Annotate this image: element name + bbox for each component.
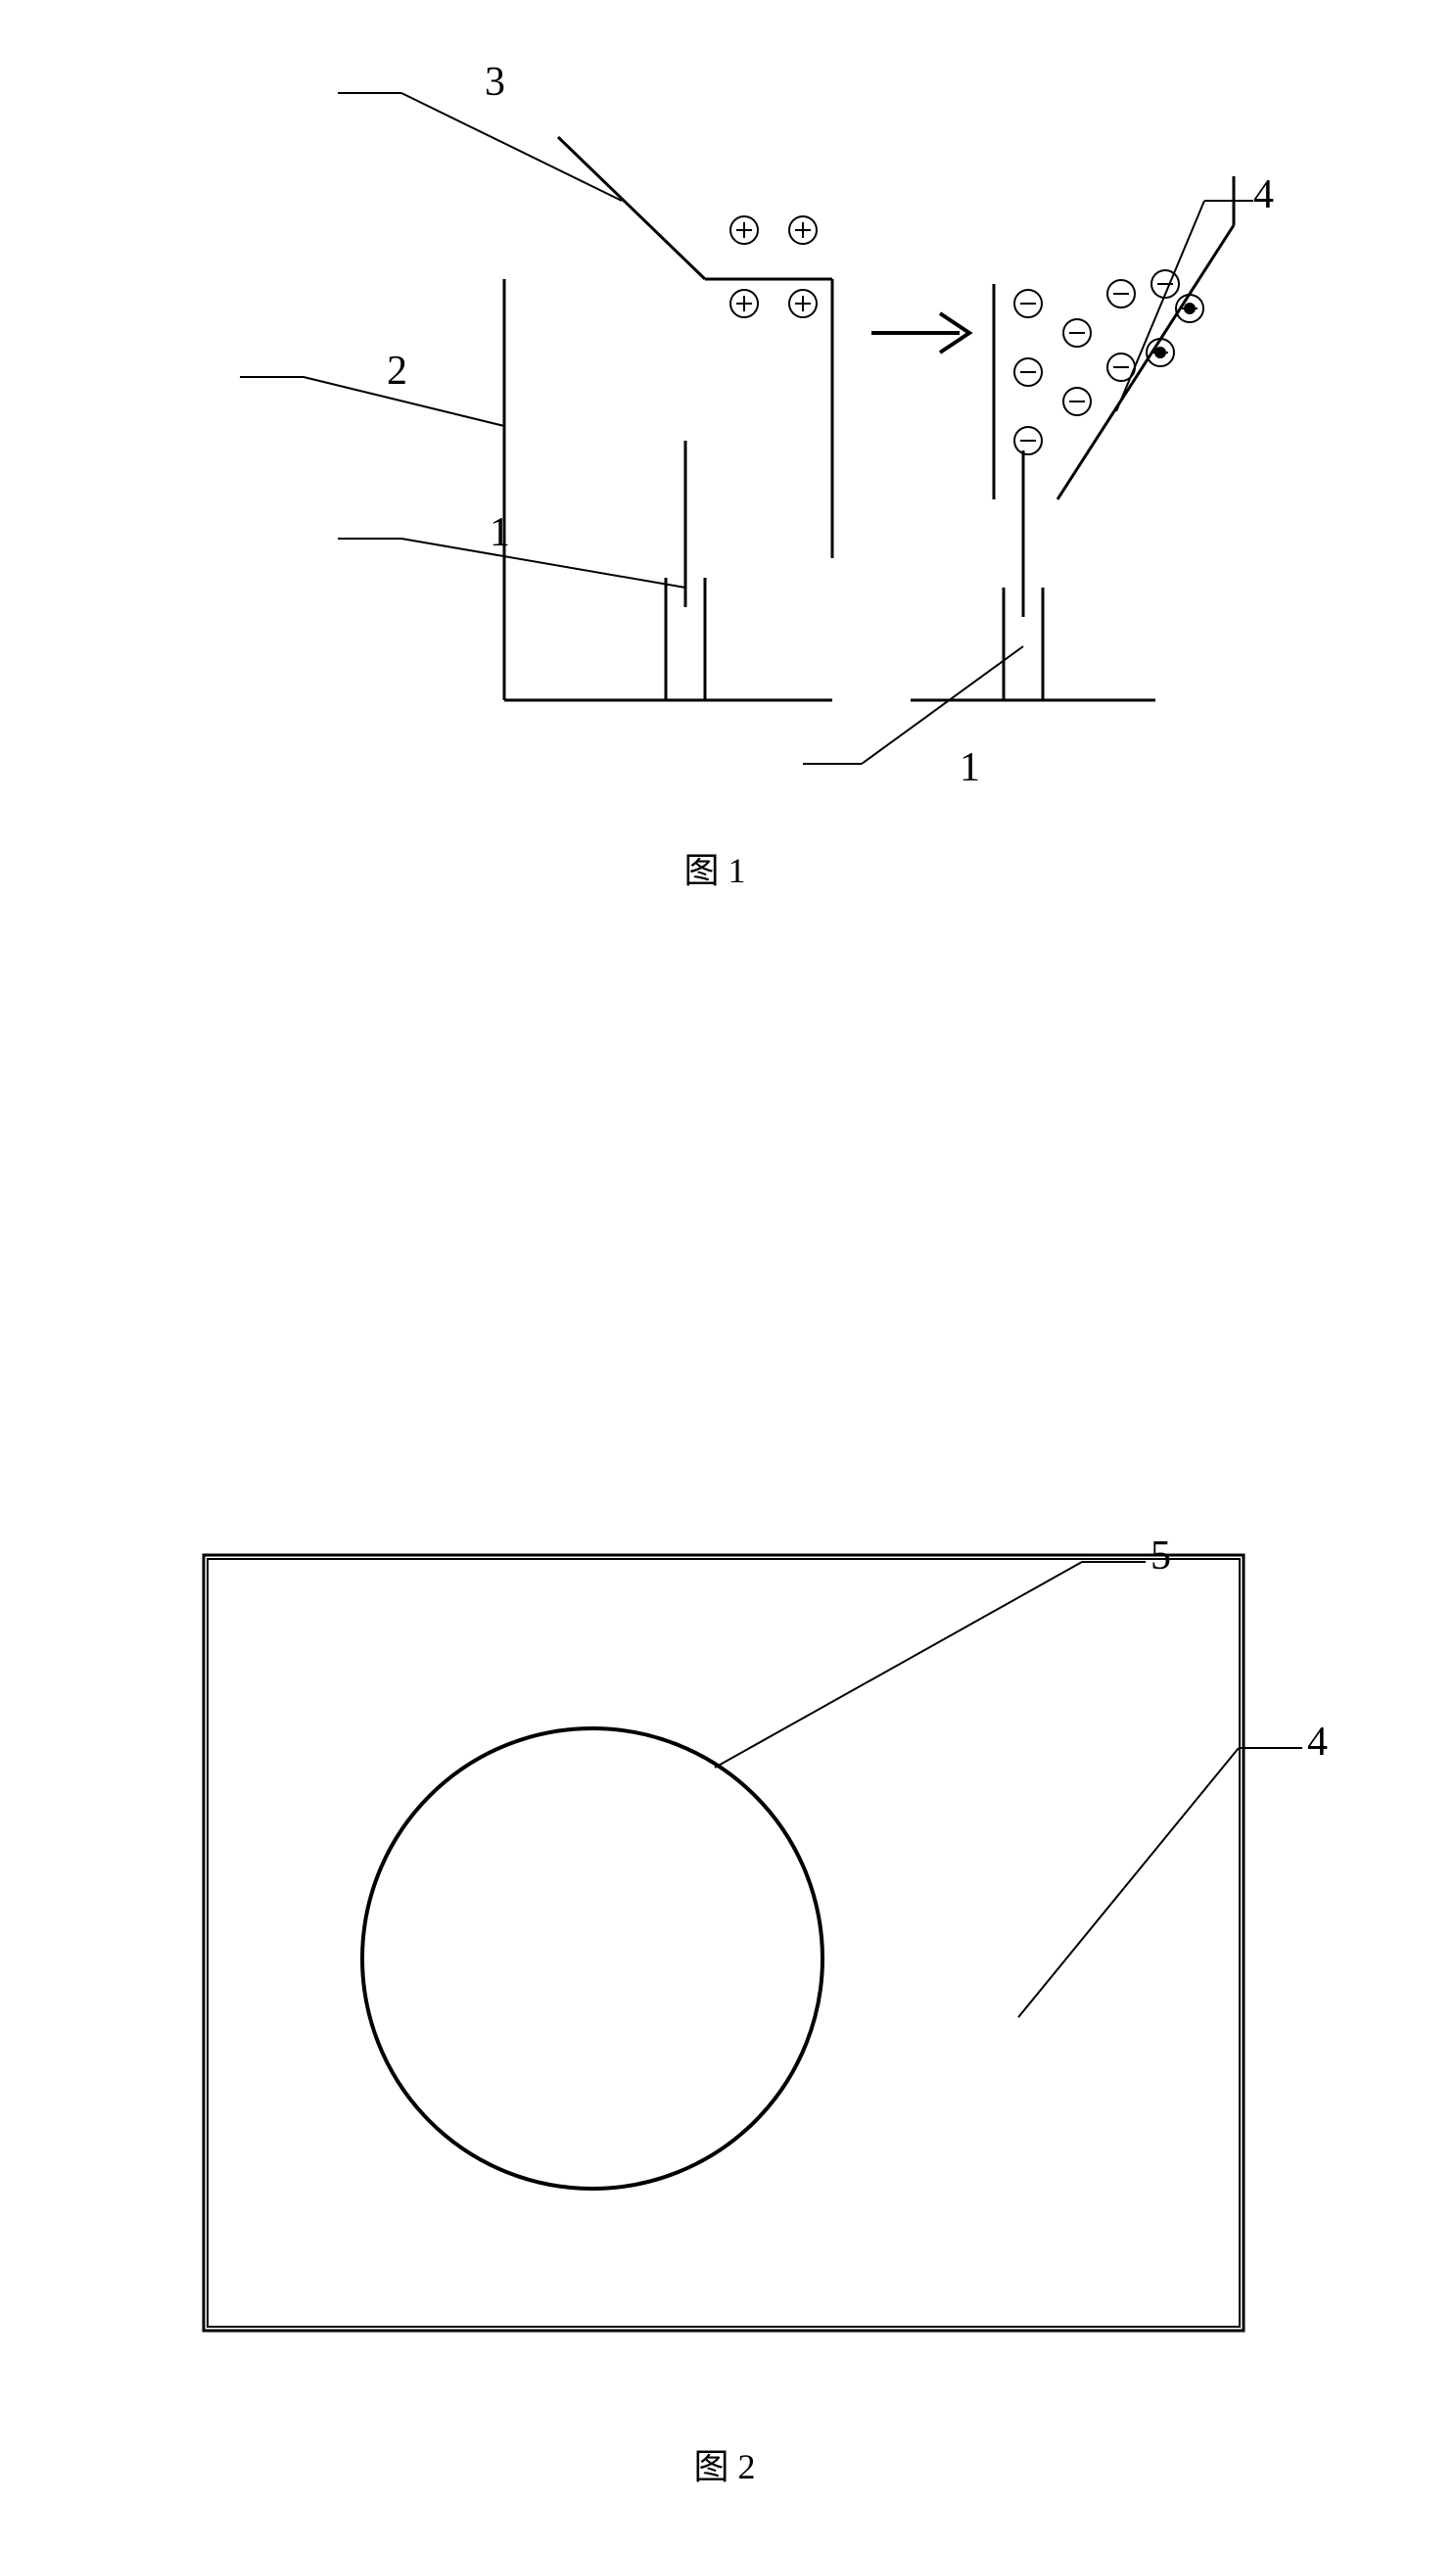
label-1a: 1	[490, 509, 510, 556]
label-3: 3	[485, 59, 505, 106]
label-4-fig1: 4	[1253, 171, 1274, 218]
figure-1-label: 图 1	[176, 842, 1253, 893]
label-4-fig2: 4	[1307, 1719, 1328, 1766]
figure-2-label: 图 2	[137, 2438, 1312, 2489]
figure-2-svg	[137, 1498, 1312, 2380]
figure-1-container: 3 2 1 4 1 图 1	[176, 39, 1253, 893]
label-1b: 1	[960, 744, 980, 791]
label-2: 2	[387, 348, 407, 395]
figure-1-svg	[176, 39, 1253, 774]
figure-2-container: 5 4 图 2	[137, 1498, 1312, 2489]
label-5: 5	[1151, 1533, 1171, 1580]
